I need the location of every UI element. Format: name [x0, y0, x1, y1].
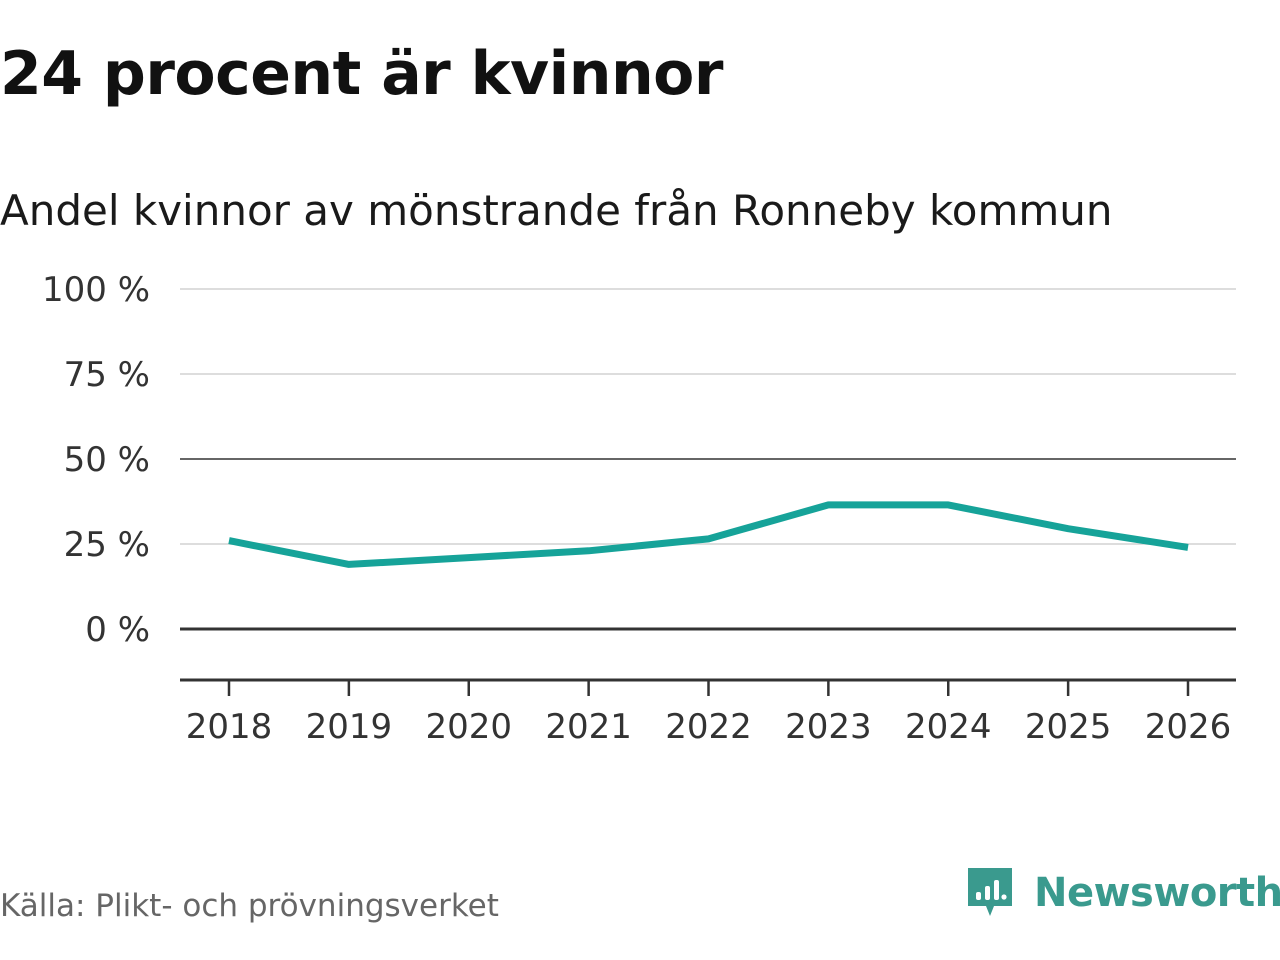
brand-name: Newsworthy: [1034, 870, 1280, 916]
x-tick-label: 2018: [186, 707, 273, 747]
x-tick-label: 2026: [1145, 707, 1232, 747]
y-tick-label: 75 %: [64, 355, 150, 395]
x-tick-label: 2024: [905, 707, 992, 747]
x-tick-label: 2022: [665, 707, 752, 747]
x-tick-label: 2021: [545, 707, 632, 747]
y-tick-label: 100 %: [42, 270, 150, 310]
x-tick-label: 2025: [1025, 707, 1112, 747]
chart-title: 24 procent är kvinnor: [0, 39, 723, 109]
x-tick-label: 2020: [425, 707, 512, 747]
y-tick-label: 0 %: [85, 610, 150, 650]
source-note: Källa: Plikt- och prövningsverket: [0, 888, 499, 924]
x-tick-label: 2023: [785, 707, 872, 747]
brand-logo[interactable]: Newsworthy: [964, 864, 1280, 922]
series-line: [228, 501, 1189, 568]
line-chart: 0 % 25 % 50 % 75 % 100 % 2018 2019 2020 2021 202…: [42, 270, 1236, 747]
gridlines: [180, 288, 1236, 631]
series: [228, 501, 1189, 568]
y-tick-label: 25 %: [64, 525, 150, 565]
x-axis: [180, 678, 1236, 696]
x-tick-labels: 2018 2019 2020 2021 2022 2023 2024 2025 2026: [186, 707, 1232, 747]
y-tick-labels: 0 % 25 % 50 % 75 % 100 %: [42, 270, 150, 650]
chart-subtitle: Andel kvinnor av mönstrande från Ronneby…: [0, 186, 1113, 235]
y-tick-label: 50 %: [64, 440, 150, 480]
x-tick-label: 2019: [306, 707, 393, 747]
bar-chart-badge-icon: [968, 868, 1012, 916]
